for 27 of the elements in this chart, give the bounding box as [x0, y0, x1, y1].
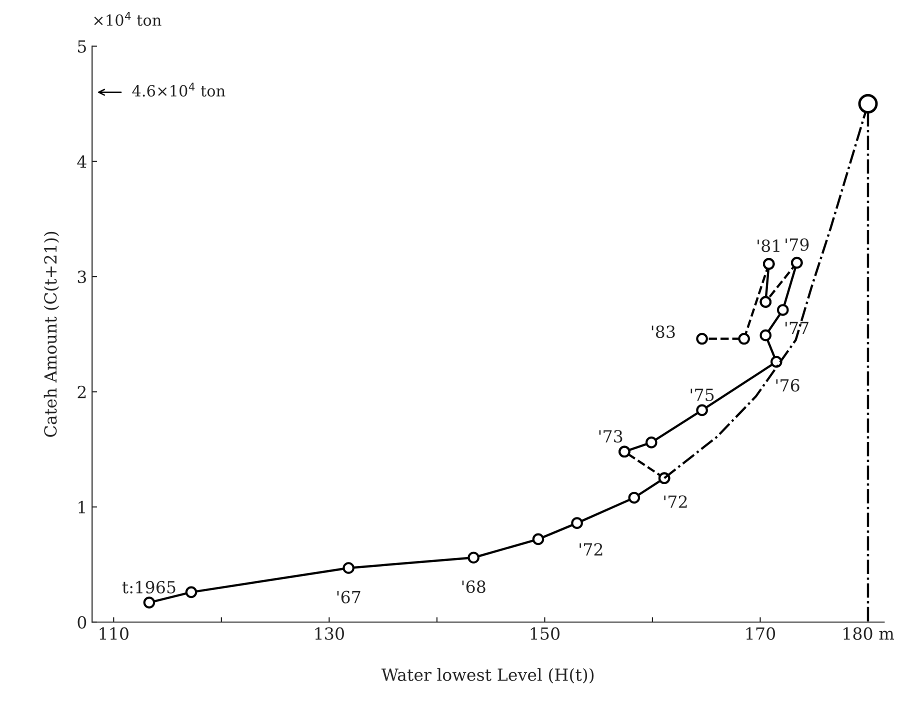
x-tick-label: 150	[530, 627, 560, 640]
annotation: 4.6×10$^{4}$ ton	[132, 82, 226, 97]
x-tick-label: 110	[100, 627, 128, 640]
annotation: '77	[785, 322, 808, 334]
annotation: t:1965	[122, 580, 176, 594]
y-tick-label: 0	[78, 616, 86, 629]
y-tick-label: 2	[78, 386, 86, 398]
annotation: '73	[599, 430, 622, 443]
y-tick-label: 3	[78, 270, 86, 284]
x-tick-label: 130	[315, 627, 344, 640]
annotation: '67	[337, 590, 360, 604]
y-tick-label: 4	[77, 155, 86, 168]
annotation: '79	[786, 238, 809, 251]
x-axis-title: Water lowest Level (H(t))	[381, 668, 594, 684]
x-tick-label: 180 m	[844, 627, 894, 640]
annotation: '72	[580, 543, 602, 556]
annotation: '83	[652, 325, 675, 338]
x-tick-label: 170	[746, 627, 776, 640]
annotation: '76	[776, 379, 800, 392]
annotation: '68	[462, 580, 486, 594]
y-axis-title: Cateh Amount (C(t+21))	[44, 232, 60, 437]
y-tick-label: 1	[78, 500, 85, 514]
annotation: '81	[758, 239, 780, 252]
y-tick-label: 5	[78, 40, 86, 53]
annotation: '72	[664, 495, 687, 508]
annotation: '75	[690, 388, 714, 402]
text: ×10$^{4}$ ton	[94, 12, 162, 26]
